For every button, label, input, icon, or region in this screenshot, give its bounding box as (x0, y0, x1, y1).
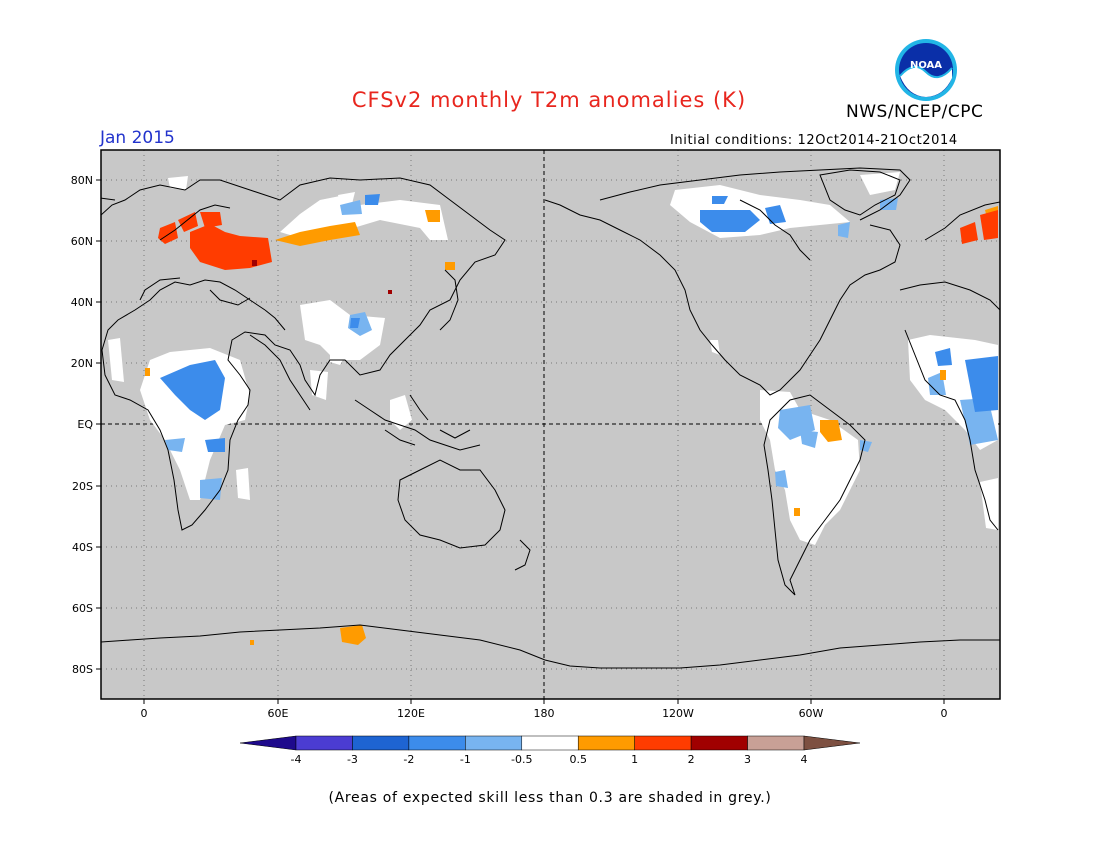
colorbar-segment (295, 735, 353, 751)
colorbar-label: 4 (801, 753, 808, 766)
coastlines (101, 167, 1000, 669)
lat-label: EQ (77, 418, 93, 431)
lat-label: 20S (72, 480, 93, 493)
colorbar-segment (747, 735, 805, 751)
colorbar-label: 0.5 (569, 753, 587, 766)
map-frame (100, 149, 1001, 700)
colorbar-segment (634, 735, 692, 751)
lat-label: 40N (71, 296, 93, 309)
logo-text: NOAA (910, 60, 942, 71)
colorbar-label: -0.5 (511, 753, 532, 766)
colorbar-segment (465, 735, 523, 751)
lon-axis: 0 60E 120E 180 120W 60W 0 (141, 699, 948, 720)
colorbar-label: -3 (347, 753, 358, 766)
lat-label: 80S (72, 663, 93, 676)
colorbar-segment (239, 735, 297, 751)
lat-label: 60S (72, 602, 93, 615)
colorbar-segment (408, 735, 466, 751)
lat-label: 60N (71, 235, 93, 248)
lon-label: 120E (397, 707, 425, 720)
colorbar-label: -2 (403, 753, 414, 766)
lat-label: 40S (72, 541, 93, 554)
lat-label: 80N (71, 174, 93, 187)
noaa-logo: NOAA (894, 38, 958, 102)
footnote: (Areas of expected skill less than 0.3 a… (328, 790, 772, 806)
colorbar-label: 2 (688, 753, 695, 766)
lon-label: 0 (141, 707, 148, 720)
colorbar-segment (577, 735, 635, 751)
colorbar-label: 3 (744, 753, 751, 766)
colorbar-label: -1 (460, 753, 471, 766)
colorbar-segment (521, 735, 579, 751)
lon-label: 120W (662, 707, 694, 720)
initial-conditions: Initial conditions: 12Oct2014-21Oct2014 (670, 133, 958, 148)
colorbar-label: -4 (291, 753, 302, 766)
anomaly-shading (108, 172, 998, 645)
colorbar-segment (352, 735, 410, 751)
lon-label: 60W (799, 707, 824, 720)
lon-label: 180 (534, 707, 555, 720)
colorbar-segment (690, 735, 748, 751)
lon-label: 60E (268, 707, 289, 720)
map-background (101, 150, 1000, 699)
lon-label: 0 (941, 707, 948, 720)
lat-label: 20N (71, 357, 93, 370)
colorbar-segment (803, 735, 861, 751)
colorbar: -4 -3 -2 -1 -0.5 0.5 1 2 3 4 (239, 735, 861, 766)
lat-axis: 80N 60N 40N 20N EQ 20S 40S 60S 80S (71, 174, 101, 676)
chart-title: CFSv2 monthly T2m anomalies (K) (351, 88, 747, 112)
colorbar-label: 1 (631, 753, 638, 766)
agency-label: NWS/NCEP/CPC (846, 102, 984, 122)
map-gridlines (101, 150, 1000, 699)
forecast-month: Jan 2015 (100, 128, 175, 148)
